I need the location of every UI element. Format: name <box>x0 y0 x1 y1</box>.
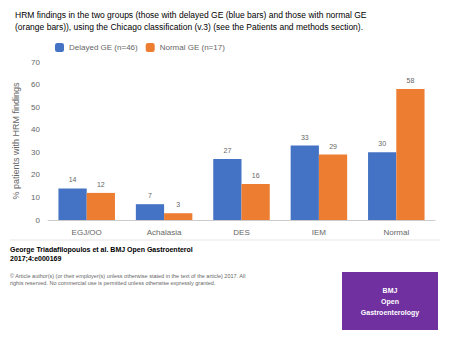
svg-text:Delayed GE (n=46): Delayed GE (n=46) <box>69 43 138 52</box>
svg-text:3: 3 <box>176 201 180 208</box>
svg-text:33: 33 <box>301 134 309 141</box>
svg-text:rights reserved. No commercial: rights reserved. No commercial use is pe… <box>10 280 216 286</box>
svg-text:70: 70 <box>31 58 40 67</box>
svg-text:30: 30 <box>378 140 386 147</box>
svg-text:EGJ/OO: EGJ/OO <box>72 228 102 237</box>
svg-text:7: 7 <box>148 192 152 199</box>
svg-text:Normal GE (n=17): Normal GE (n=17) <box>160 43 225 52</box>
svg-text:14: 14 <box>69 176 77 183</box>
svg-text:60: 60 <box>31 80 40 89</box>
svg-text:(orange bars)), using the Chic: (orange bars)), using the Chicago classi… <box>15 22 363 32</box>
svg-text:Open: Open <box>381 298 399 306</box>
svg-text:29: 29 <box>329 143 337 150</box>
svg-text:BMJ: BMJ <box>383 287 398 294</box>
svg-text:© Article author(s) (or their: © Article author(s) (or their employer(s… <box>10 273 245 279</box>
svg-text:% patients with HRM findings: % patients with HRM findings <box>11 82 21 200</box>
svg-text:27: 27 <box>223 147 231 154</box>
svg-text:10: 10 <box>31 193 40 202</box>
svg-text:40: 40 <box>31 125 40 134</box>
svg-text:2017;4:e000169: 2017;4:e000169 <box>10 255 61 263</box>
svg-text:George Triadafilopoulos et al.: George Triadafilopoulos et al. BMJ Open … <box>10 246 193 254</box>
svg-text:Achalasia: Achalasia <box>147 228 182 237</box>
svg-text:30: 30 <box>31 148 40 157</box>
svg-text:Normal: Normal <box>383 228 409 237</box>
svg-text:HRM findings in the two groups: HRM findings in the two groups (those wi… <box>15 10 367 20</box>
svg-text:0: 0 <box>36 216 41 225</box>
svg-text:16: 16 <box>252 172 260 179</box>
svg-text:Gastroenterology: Gastroenterology <box>361 309 419 317</box>
svg-text:IEM: IEM <box>312 228 327 237</box>
svg-text:12: 12 <box>97 181 105 188</box>
svg-text:58: 58 <box>407 77 415 84</box>
svg-text:20: 20 <box>31 170 40 179</box>
svg-text:DES: DES <box>233 228 249 237</box>
svg-text:50: 50 <box>31 103 40 112</box>
